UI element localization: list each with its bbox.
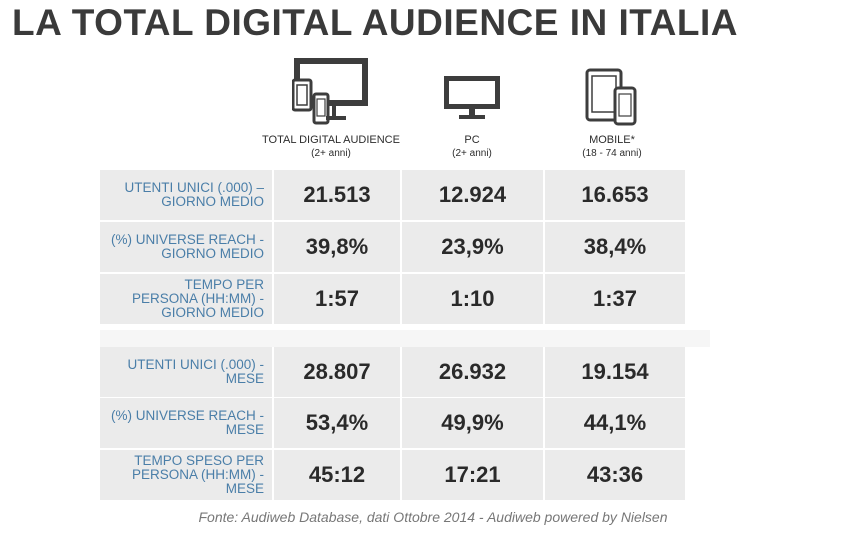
- column-label: MOBILE*: [589, 134, 635, 146]
- value-cell: 53,4%: [274, 398, 400, 448]
- row-label: UTENTI UNICI (.000) - MESE: [100, 347, 272, 397]
- value-cell: 1:37: [545, 274, 685, 324]
- multi-device-icon: [292, 58, 368, 125]
- table-row: (%) UNIVERSE REACH - GIORNO MEDIO 39,8% 2…: [100, 222, 685, 272]
- value-cell: 28.807: [274, 347, 400, 397]
- table-row: (%) UNIVERSE REACH - MESE 53,4% 49,9% 44,…: [100, 398, 685, 448]
- row-label: TEMPO PER PERSONA (HH:MM) - GIORNO MEDIO: [100, 274, 272, 324]
- row-label: UTENTI UNICI (.000) – GIORNO MEDIO: [100, 170, 272, 220]
- table-row: TEMPO PER PERSONA (HH:MM) - GIORNO MEDIO 1…: [100, 274, 685, 324]
- row-label: TEMPO SPESO PER PERSONA (HH:MM) - MESE: [100, 450, 272, 500]
- value-cell: 45:12: [274, 450, 400, 500]
- column-sublabel: (2+ anni): [452, 148, 492, 159]
- value-cell: 43:36: [545, 450, 685, 500]
- value-cell: 44,1%: [545, 398, 685, 448]
- page-title: LA TOTAL DIGITAL AUDIENCE IN ITALIA: [12, 2, 738, 43]
- monitor-icon: [444, 76, 500, 119]
- value-cell: 1:10: [402, 274, 543, 324]
- value-cell: 49,9%: [402, 398, 543, 448]
- value-cell: 39,8%: [274, 222, 400, 272]
- table-row: UTENTI UNICI (.000) - MESE 28.807 26.932 …: [100, 347, 685, 397]
- column-header-pc: PC (2+ anni): [420, 134, 524, 160]
- column-label: TOTAL DIGITAL AUDIENCE: [262, 134, 400, 146]
- tablet-phone-icon: [585, 68, 637, 126]
- value-cell: 16.653: [545, 170, 685, 220]
- section-divider: [100, 330, 710, 347]
- value-cell: 38,4%: [545, 222, 685, 272]
- column-label: PC: [464, 134, 480, 146]
- column-header-total: TOTAL DIGITAL AUDIENCE (2+ anni): [255, 134, 407, 160]
- value-cell: 19.154: [545, 347, 685, 397]
- value-cell: 23,9%: [402, 222, 543, 272]
- column-header-mobile: MOBILE* (18 - 74 anni): [560, 134, 664, 160]
- source-note: Fonte: Audiweb Database, dati Ottobre 20…: [198, 509, 668, 525]
- column-sublabel: (18 - 74 anni): [582, 148, 642, 159]
- value-cell: 1:57: [274, 274, 400, 324]
- row-label: (%) UNIVERSE REACH - MESE: [100, 398, 272, 448]
- value-cell: 12.924: [402, 170, 543, 220]
- value-cell: 26.932: [402, 347, 543, 397]
- value-cell: 17:21: [402, 450, 543, 500]
- table-row: TEMPO SPESO PER PERSONA (HH:MM) - MESE 45:…: [100, 450, 685, 500]
- row-label: (%) UNIVERSE REACH - GIORNO MEDIO: [100, 222, 272, 272]
- column-sublabel: (2+ anni): [311, 148, 351, 159]
- value-cell: 21.513: [274, 170, 400, 220]
- table-row: UTENTI UNICI (.000) – GIORNO MEDIO 21.513…: [100, 170, 685, 220]
